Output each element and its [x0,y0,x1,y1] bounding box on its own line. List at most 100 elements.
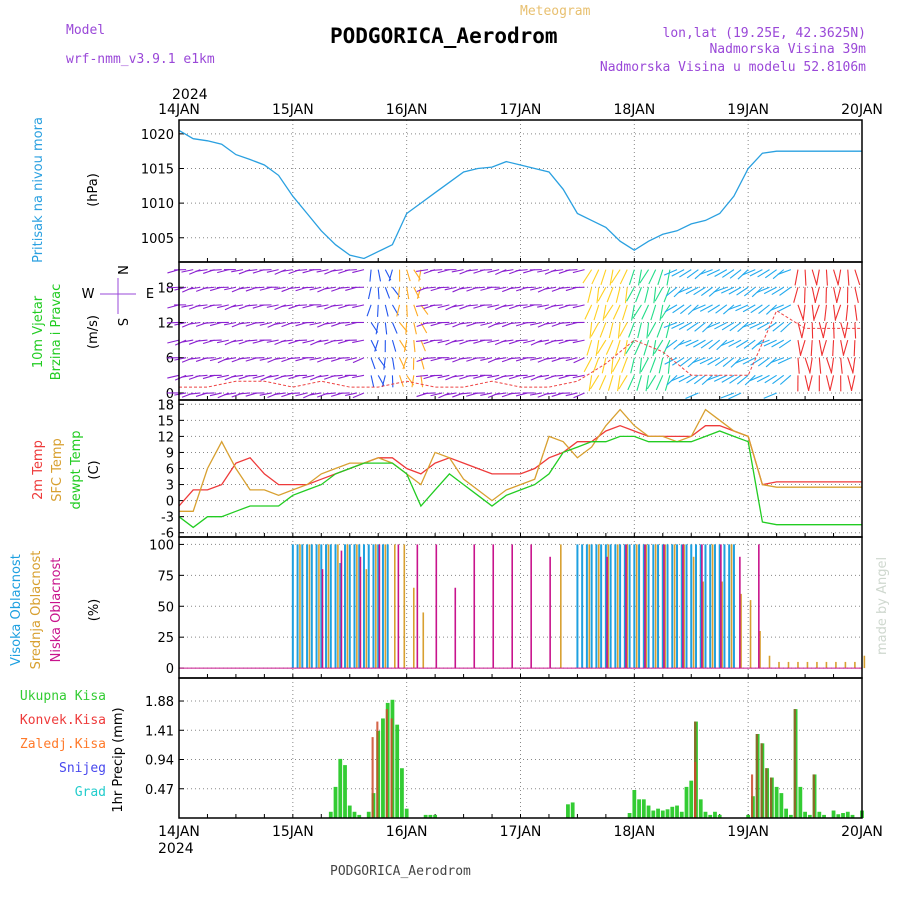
wind-arrow [706,269,720,277]
precip-bar [347,805,352,818]
precip-legend-0: Ukupna Kisa [20,689,106,704]
wind-arrow [735,357,749,364]
wind-arrow [619,269,628,285]
wind-arrow [323,321,336,325]
wind-arrow [657,269,664,286]
precip-bar [774,786,779,818]
wind-arrow [374,339,379,352]
wind-arrow [565,357,578,362]
wind-arrow [494,357,507,361]
wind-arrow [181,321,194,328]
wind-arrow [403,339,408,352]
wind-arrow [720,339,735,347]
wind-arrow [495,269,507,276]
wind-arrow [551,374,564,377]
wind-arrow [302,339,315,344]
wind-arrow [416,304,429,307]
wind-arrow [779,286,792,296]
wind-arrow [588,375,593,392]
wind-arrow [693,374,706,385]
wind-arrow [572,304,585,309]
wind-arrow [238,321,251,325]
wind-arrow [423,357,436,360]
wind-arrow [188,321,201,325]
wind-arrow [743,339,756,349]
wind-arrow [671,269,685,277]
precip-bar [788,814,793,818]
day-label-bottom: 14JAN [158,824,200,840]
precip-bar [850,814,855,818]
wind-arrow [174,374,187,381]
wind-arrow [465,374,478,377]
wind-arrow [195,374,208,377]
precip-bar [328,811,333,818]
wind-arrow [809,357,813,374]
wind-arrow [369,269,372,282]
day-label-top: 20JAN [841,102,883,118]
wind-arrow [727,304,742,311]
wind-arrow [764,269,777,279]
wind-arrow [852,357,856,374]
wind-arrow [743,286,756,297]
wind-arrow [259,392,272,396]
wind-arrow [181,269,194,273]
wind-arrow [287,286,301,290]
wind-arrow [252,374,265,379]
wind-arrow [537,339,550,343]
panel-cloud: 0 25 50 75 100 [149,537,863,678]
wind-arrow [811,304,815,321]
wind-arrow [722,269,735,278]
wind-arrow [821,339,827,356]
product-title: Meteogram [520,4,591,19]
wind-arrow [472,357,485,359]
wind-arrow [544,392,557,395]
wind-arrow [494,286,507,291]
wind-arrow [818,357,822,374]
wind-arrow [672,357,685,366]
wind-arrow [771,286,785,296]
wind-arrow [188,357,201,360]
precip-bar [703,811,708,818]
wind-arrow [824,304,827,321]
wind-arrow [565,269,578,272]
y-tick-label: -3 [161,511,174,526]
wind-arrow [182,286,194,293]
wind-arrow [302,286,315,289]
wind-arrow [854,287,859,303]
wind-arrow [413,304,419,317]
wind-arrow [714,269,728,278]
wind-arrow [167,374,180,379]
wind-arrow [618,375,628,390]
wind-arrow [309,321,322,326]
wind-arrow [452,286,464,293]
precip-bar-overlay [793,709,796,818]
wind-arrow [686,374,699,384]
wind-arrow [267,357,279,363]
wind-arrow [530,321,542,326]
wind-arrow [842,339,849,356]
wind-arrow [252,321,265,324]
wind-arrow [632,304,642,319]
wind-arrow [693,286,706,296]
wind-arrow [802,304,806,321]
y-tick-label: 3 [166,479,174,494]
y-tick-label: 50 [157,600,174,615]
wind-arrow [480,357,493,361]
wind-arrow [612,304,621,320]
compass-e: E [146,287,154,302]
wind-arrow [416,269,429,272]
wind-arrow [648,269,657,285]
wind-arrow [188,286,201,290]
wind-arrow [309,286,322,291]
wind-arrow [822,322,827,339]
wind-arrow [352,269,365,274]
wind-arrow [370,375,375,388]
wind-arrow [537,286,550,293]
wind-arrow [501,339,514,343]
pressure-ylabel: Pritisak na nivou mora [31,117,46,263]
wind-arrow [756,374,770,383]
wind-arrow [756,339,770,346]
wind-arrow [635,287,642,303]
wind-arrow [406,304,408,317]
conv-bar [390,718,393,818]
